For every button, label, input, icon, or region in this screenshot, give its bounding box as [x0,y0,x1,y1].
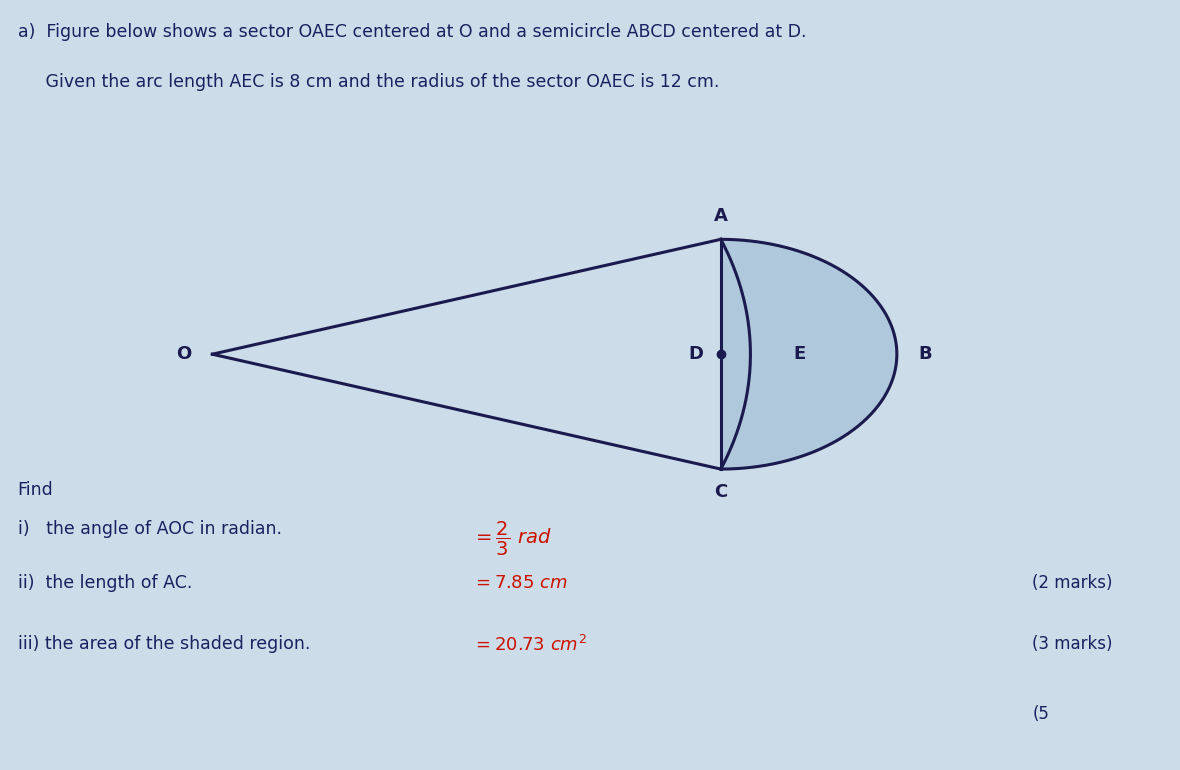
Text: $= 20.73\ \mathit{cm}^2$: $= 20.73\ \mathit{cm}^2$ [472,635,588,655]
Text: $= 7.85\ \mathit{cm}$: $= 7.85\ \mathit{cm}$ [472,574,568,591]
Text: ii)  the length of AC.: ii) the length of AC. [18,574,192,591]
Text: D: D [689,345,703,363]
Text: i)   the angle of AOC in radian.: i) the angle of AOC in radian. [18,520,282,537]
Text: O: O [176,345,191,363]
Text: $= \dfrac{2}{3}\ \mathit{rad}$: $= \dfrac{2}{3}\ \mathit{rad}$ [472,520,551,557]
Text: (5: (5 [1032,705,1049,722]
Text: a)  Figure below shows a sector OAEC centered at O and a semicircle ABCD centere: a) Figure below shows a sector OAEC cent… [18,23,806,41]
Text: (3 marks): (3 marks) [1032,635,1113,653]
Text: B: B [918,345,932,363]
Text: Given the arc length AEC is 8 cm and the radius of the sector OAEC is 12 cm.: Given the arc length AEC is 8 cm and the… [18,73,719,91]
Text: Find: Find [18,481,53,499]
Text: E: E [793,345,805,363]
Text: iii) the area of the shaded region.: iii) the area of the shaded region. [18,635,310,653]
Polygon shape [721,239,897,469]
Text: C: C [714,483,727,501]
Text: A: A [714,207,728,226]
Text: (2 marks): (2 marks) [1032,574,1113,591]
